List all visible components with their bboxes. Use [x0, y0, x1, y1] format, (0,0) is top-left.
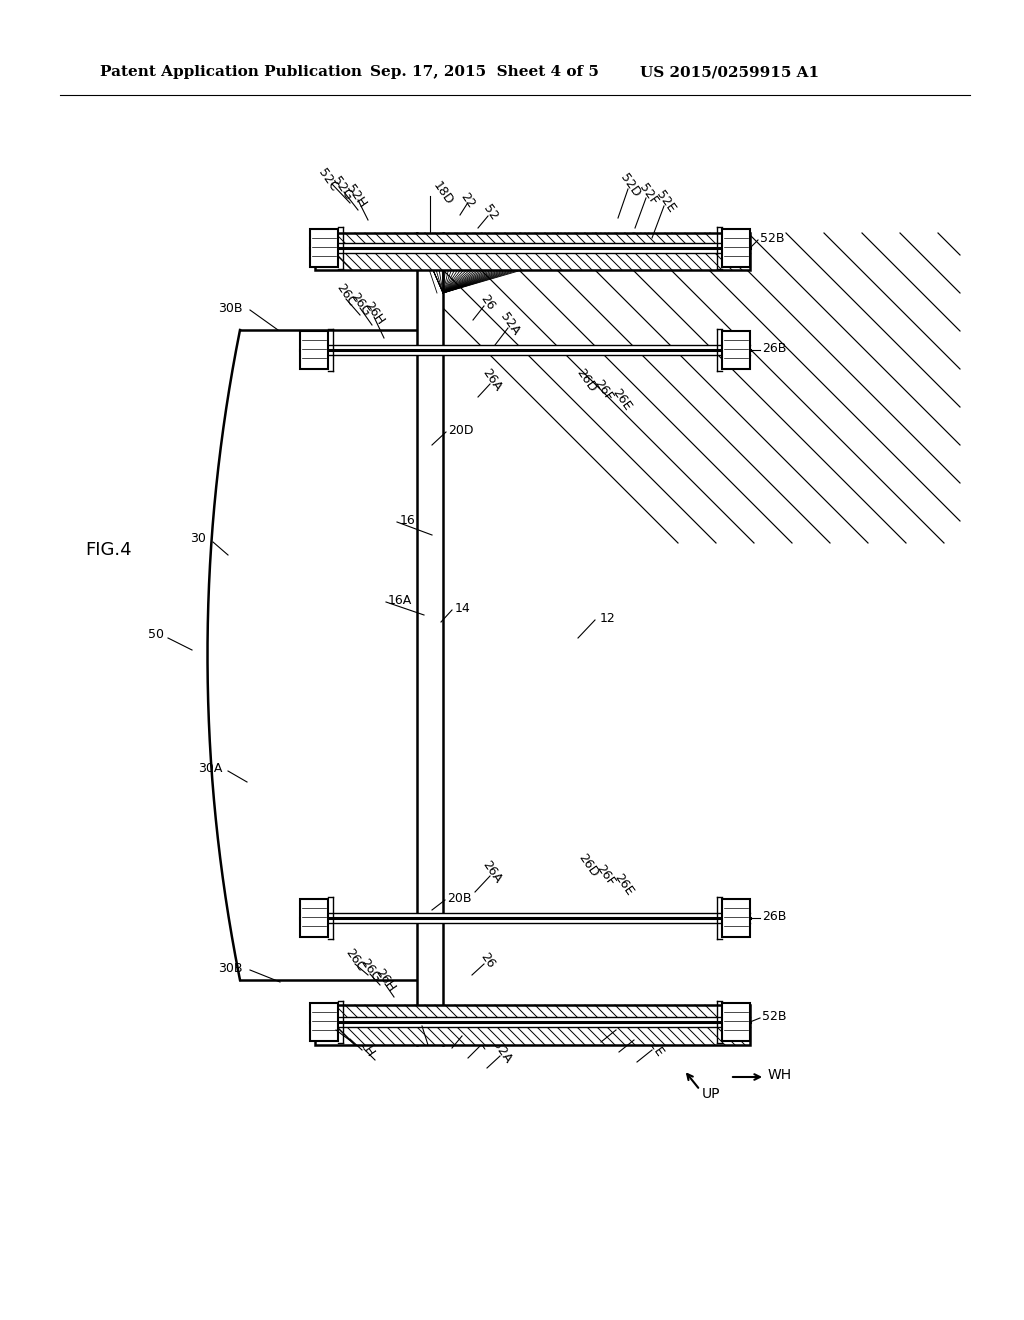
Text: 52A: 52A — [489, 1039, 514, 1065]
Text: 52F: 52F — [624, 1023, 648, 1049]
Text: 26: 26 — [478, 950, 498, 970]
Text: 52F: 52F — [636, 181, 659, 207]
Text: 26E: 26E — [610, 387, 634, 413]
Text: 26H: 26H — [373, 966, 397, 994]
Text: 52E: 52E — [642, 1032, 667, 1060]
Text: 26B: 26B — [762, 342, 786, 355]
Bar — [300, 899, 328, 937]
Bar — [300, 913, 750, 923]
Bar — [722, 1003, 750, 1041]
Text: 52B: 52B — [760, 231, 784, 244]
Bar — [310, 228, 338, 267]
Text: 52E: 52E — [654, 189, 678, 215]
Bar — [315, 1005, 750, 1045]
Text: 52D: 52D — [617, 170, 643, 199]
Text: 26G: 26G — [357, 956, 383, 985]
Text: 26H: 26H — [361, 300, 386, 327]
Bar — [300, 345, 750, 355]
Text: Sep. 17, 2015  Sheet 4 of 5: Sep. 17, 2015 Sheet 4 of 5 — [370, 65, 599, 79]
Bar — [315, 234, 750, 271]
Text: 22: 22 — [458, 190, 478, 210]
Text: WH: WH — [768, 1068, 793, 1082]
Text: 20B: 20B — [447, 891, 471, 904]
Text: 26G: 26G — [347, 290, 373, 318]
Text: 14: 14 — [455, 602, 471, 615]
Text: 26F: 26F — [594, 862, 617, 888]
Text: 20D: 20D — [449, 424, 473, 437]
Bar — [310, 1016, 750, 1027]
Bar — [417, 234, 443, 1045]
Text: 26F: 26F — [592, 378, 615, 403]
Text: 26D: 26D — [573, 366, 599, 395]
Text: US 2015/0259915 A1: US 2015/0259915 A1 — [640, 65, 819, 79]
Text: 52B: 52B — [762, 1010, 786, 1023]
Text: 26C: 26C — [334, 281, 358, 309]
Text: 52H: 52H — [351, 1031, 377, 1059]
Bar — [722, 331, 750, 370]
Text: 52: 52 — [472, 1032, 492, 1052]
Text: 52C: 52C — [324, 1011, 348, 1039]
Text: 52G: 52G — [330, 174, 354, 202]
Text: 26A: 26A — [479, 367, 504, 393]
Text: 52C: 52C — [315, 166, 340, 194]
Text: FIG.4: FIG.4 — [85, 541, 132, 558]
Text: 52H: 52H — [343, 182, 369, 210]
Text: 18B: 18B — [420, 1008, 444, 1036]
Text: 18D: 18D — [430, 178, 456, 207]
Text: 26D: 26D — [575, 851, 601, 879]
Text: 26C: 26C — [343, 946, 368, 974]
Text: 30: 30 — [190, 532, 206, 544]
Bar — [310, 243, 750, 253]
Text: 12: 12 — [600, 611, 615, 624]
Text: 26A: 26A — [479, 858, 504, 886]
Text: 52: 52 — [480, 202, 500, 222]
Text: 52G: 52G — [337, 1020, 362, 1049]
Text: 26E: 26E — [612, 871, 636, 899]
Bar — [722, 228, 750, 267]
Text: 52D: 52D — [605, 1012, 631, 1040]
Text: 22: 22 — [455, 1022, 474, 1043]
Text: 26B: 26B — [762, 909, 786, 923]
Text: 30B: 30B — [218, 301, 243, 314]
Bar — [722, 899, 750, 937]
Text: 16: 16 — [400, 513, 416, 527]
Bar — [310, 1003, 338, 1041]
Text: 50: 50 — [148, 628, 164, 642]
Text: 52A: 52A — [498, 310, 522, 338]
Text: UP: UP — [702, 1086, 721, 1101]
Text: 16A: 16A — [388, 594, 413, 606]
Text: 26: 26 — [478, 292, 498, 312]
Text: 30B: 30B — [218, 961, 243, 974]
Bar — [300, 331, 328, 370]
Text: 30A: 30A — [198, 762, 222, 775]
Text: Patent Application Publication: Patent Application Publication — [100, 65, 362, 79]
